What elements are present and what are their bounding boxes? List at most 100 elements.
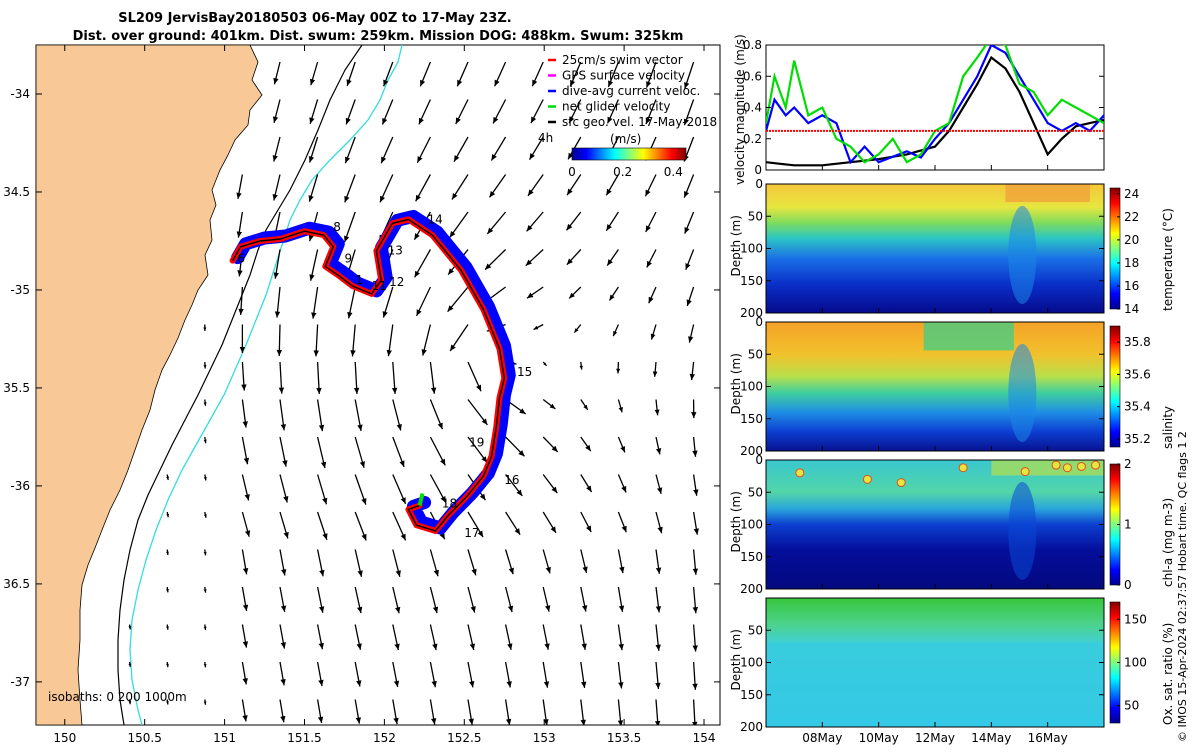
- depth-tick-label: 200: [740, 720, 763, 734]
- depth-tick-label: 200: [740, 582, 763, 596]
- title-line2: Dist. over ground: 401km. Dist. swum: 25…: [73, 29, 684, 44]
- legend-4h: 4h: [538, 131, 553, 145]
- day-label: 1: [356, 273, 364, 287]
- depth-tick-label: 50: [748, 485, 763, 499]
- legend-label: dive-avg current veloc.: [562, 84, 700, 98]
- depth-tick-label: 0: [755, 315, 763, 329]
- depth-tick-label: 150: [740, 274, 763, 288]
- day-label: 11: [372, 279, 387, 293]
- dip-feature: [1008, 482, 1036, 580]
- map-colorbar: [572, 148, 686, 160]
- depth-tick-label: 100: [740, 380, 763, 394]
- section-colorbar: [1110, 326, 1120, 447]
- depth-tick-label: 150: [740, 688, 763, 702]
- colorbar-tick-label: 35.8: [1124, 335, 1151, 349]
- map-xtick-label: 152: [373, 731, 396, 745]
- depth-ylabel: Depth (m): [729, 215, 743, 276]
- map-xtick-label: 154: [693, 731, 716, 745]
- day-label: 17: [464, 526, 479, 540]
- map-xtick-label: 153.5: [607, 731, 641, 745]
- legend-label: 25cm/s swim vector: [562, 53, 683, 67]
- map-ytick-label: -37: [10, 675, 30, 689]
- depth-tick-label: 50: [748, 347, 763, 361]
- day-label: 6: [237, 252, 245, 266]
- map-colorbar-tick: 0.2: [613, 165, 632, 179]
- day-label: 8: [333, 220, 341, 234]
- colorbar-tick-label: 150: [1124, 612, 1147, 626]
- deep-oxygen-feature: [766, 643, 1104, 727]
- day-label: 13: [388, 244, 403, 258]
- depth-ylabel: Depth (m): [729, 353, 743, 414]
- colorbar-label: chl-a (mg m-3): [1161, 498, 1175, 587]
- colorbar-tick-label: 18: [1124, 256, 1139, 270]
- map-xtick-label: 150.5: [127, 731, 161, 745]
- colorbar-tick-label: 2: [1124, 457, 1132, 471]
- colorbar-tick-label: 22: [1124, 210, 1139, 224]
- colorbar-label: Ox. sat. ratio (%): [1161, 623, 1175, 725]
- map-xtick-label: 152.5: [447, 731, 481, 745]
- colorbar-label: (m/s): [610, 132, 641, 146]
- time-tick-label: 08May: [802, 731, 842, 745]
- day-label: 16: [504, 473, 519, 487]
- footer-credit: © IMOS 15-Apr-2024 02:37:57 Hobart time.…: [1176, 431, 1189, 742]
- depth-tick-label: 100: [740, 242, 763, 256]
- colorbar-tick-label: 20: [1124, 233, 1139, 247]
- map-xtick-label: 151.5: [287, 731, 321, 745]
- map-xtick-label: 153: [533, 731, 556, 745]
- velocity-ytick-label: 0: [754, 163, 762, 177]
- map-ytick-label: -36: [10, 479, 30, 493]
- depth-tick-label: 150: [740, 412, 763, 426]
- depth-tick-label: 100: [740, 656, 763, 670]
- map-ytick-label: -34: [10, 87, 30, 101]
- colorbar-tick-label: 24: [1124, 187, 1139, 201]
- legend-label: GPS surface velocity: [562, 69, 685, 83]
- chl-max-feature: [991, 460, 1104, 475]
- colorbar-tick-label: 35.4: [1124, 400, 1151, 414]
- colorbar-tick-label: 16: [1124, 279, 1139, 293]
- title-line1: SL209 JervisBay20180503 06-May 00Z to 17…: [118, 11, 511, 26]
- day-label: 9: [344, 252, 352, 266]
- day-label: 19: [469, 436, 484, 450]
- time-tick-label: 12May: [915, 731, 955, 745]
- colorbar-tick-label: 100: [1124, 656, 1147, 670]
- colorbar-tick-label: 1: [1124, 518, 1132, 532]
- day-label: 18: [442, 496, 457, 510]
- fresh-surface-feature: [924, 322, 1014, 350]
- depth-ylabel: Depth (m): [729, 629, 743, 690]
- velocity-ylabel: velocity magnitude (m/s): [733, 34, 747, 185]
- section-colorbar: [1110, 188, 1120, 309]
- map-xtick-label: 150: [53, 731, 76, 745]
- section-field: [766, 460, 1104, 589]
- depth-tick-label: 150: [740, 550, 763, 564]
- map-colorbar-tick: 0.4: [664, 165, 683, 179]
- colorbar-label: salinity: [1161, 406, 1175, 449]
- isobaths-note: isobaths: 0 200 1000m: [48, 690, 187, 704]
- day-label: 12: [389, 275, 404, 289]
- time-tick-label: 10May: [859, 731, 899, 745]
- dip-feature: [1008, 206, 1036, 304]
- colorbar-tick-label: 35.6: [1124, 367, 1151, 381]
- time-tick-label: 14May: [971, 731, 1011, 745]
- legend-label: net glider velocity: [562, 100, 670, 114]
- depth-tick-label: 100: [740, 518, 763, 532]
- velocity-panel: 00.20.40.60.8 velocity magnitude (m/s): [733, 34, 1104, 185]
- depth-tick-label: 50: [748, 209, 763, 223]
- colorbar-tick-label: 0: [1124, 578, 1132, 592]
- map-ytick-label: 35.5: [3, 381, 30, 395]
- depth-ylabel: Depth (m): [729, 491, 743, 552]
- time-tick-label: 16May: [1028, 731, 1068, 745]
- colorbar-label: temperature (°C): [1161, 208, 1175, 311]
- legend-label: sfc geo. vel. 17-May-2018: [562, 115, 717, 129]
- day-label: 15: [517, 365, 532, 379]
- warm-surface-feature: [1005, 184, 1090, 202]
- map-ytick-label: 36.5: [3, 577, 30, 591]
- section-field: [766, 184, 1104, 313]
- depth-tick-label: 50: [748, 623, 763, 637]
- dip-feature: [1008, 344, 1036, 442]
- map-xtick-label: 151: [213, 731, 236, 745]
